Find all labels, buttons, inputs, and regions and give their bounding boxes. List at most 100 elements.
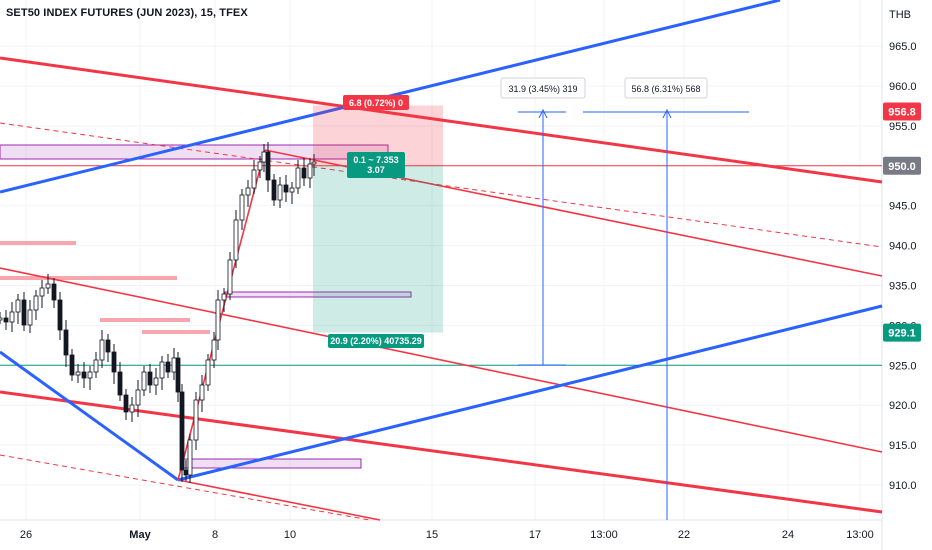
y-tick-label: 940.0 — [889, 241, 917, 253]
candle-body — [147, 371, 153, 386]
candle-body — [63, 329, 69, 356]
candle-body — [99, 339, 105, 361]
candle-body — [129, 404, 135, 413]
candle-body — [3, 317, 9, 323]
candle-body — [153, 377, 159, 386]
candle-body — [15, 299, 21, 313]
candle-body — [69, 354, 75, 376]
candle-body — [179, 391, 185, 471]
red-channel-upper — [0, 56, 883, 184]
candle-body — [277, 184, 283, 201]
candle-body — [165, 361, 171, 373]
candle-body — [0, 317, 3, 321]
candle-body — [257, 161, 263, 171]
measure-label: 56.8 (6.31%) 568 — [631, 84, 700, 94]
position-stop-label-bg — [328, 334, 424, 348]
chart-drawings — [0, 0, 883, 521]
candle-body — [81, 371, 87, 379]
candle-body — [183, 469, 189, 476]
candle-body — [215, 299, 221, 341]
x-tick-label: 24 — [782, 529, 794, 541]
x-tick-label: 13:00 — [590, 529, 618, 541]
candle-body — [33, 295, 39, 311]
candle-body — [57, 299, 63, 331]
candle-body — [233, 219, 239, 261]
candle-body — [265, 151, 271, 181]
y-axis-currency: THB — [889, 9, 911, 21]
candle-body — [159, 361, 165, 379]
measure-arrowhead-1 — [538, 108, 548, 119]
y-tick-label: 925.0 — [889, 360, 917, 372]
candle-body — [311, 161, 317, 165]
price-badge-bg — [883, 323, 921, 342]
candle-body — [239, 194, 245, 221]
candle-body — [307, 163, 313, 179]
red-channel-mid — [0, 267, 883, 453]
candle-body — [261, 151, 267, 163]
y-tick-label: 920.0 — [889, 400, 917, 412]
y-tick-label: 935.0 — [889, 281, 917, 293]
candle-body — [27, 309, 33, 326]
candle-body — [301, 167, 307, 179]
candle-body — [93, 359, 99, 373]
x-tick-label: 26 — [20, 529, 32, 541]
red-dashed-line — [0, 122, 883, 248]
candle-body — [51, 283, 57, 301]
y-tick-label: 945.0 — [889, 201, 917, 213]
x-tick-label: 13:00 — [846, 529, 874, 541]
position-target-label: 6.8 (0.72%) 0 — [349, 98, 403, 108]
measure-arrowhead-2 — [662, 108, 672, 119]
candle-body — [227, 259, 233, 295]
candle-body — [171, 357, 177, 373]
position-stop-label: 20.9 (2.20%) 40735.29 — [330, 336, 422, 346]
red-trendline-lower — [177, 479, 381, 521]
price-badge: 950.0 — [888, 161, 916, 173]
demand-zone-rect — [182, 458, 362, 469]
candle-body — [39, 287, 45, 297]
candle-body — [75, 371, 81, 376]
candle-body — [117, 371, 123, 396]
chart-grid — [0, 0, 883, 550]
x-tick-label: 22 — [678, 529, 690, 541]
price-axis[interactable]: 910.0915.0920.0925.0930.0935.0940.0945.0… — [883, 9, 921, 492]
price-badge: 956.8 — [888, 107, 916, 119]
y-tick-label: 955.0 — [889, 121, 917, 133]
candle-body — [105, 339, 111, 353]
candle-body — [199, 384, 205, 401]
position-entry-label-sub: 3.07 — [367, 165, 385, 175]
blue-trendline-lower — [177, 304, 883, 482]
y-tick-label: 960.0 — [889, 81, 917, 93]
candle-body — [283, 184, 289, 193]
candle-body — [205, 359, 211, 386]
x-tick-label: 17 — [529, 529, 541, 541]
x-tick-label: 15 — [426, 529, 438, 541]
candle-body — [45, 283, 51, 289]
time-axis[interactable]: 26 May 8 10 15 17 13:00 22 24 13:00 — [20, 529, 874, 541]
position-stop-zone — [313, 165, 443, 333]
candle-body — [123, 394, 129, 413]
blue-trendline-left — [0, 350, 179, 482]
y-tick-label: 965.0 — [889, 41, 917, 53]
position-entry-label-bg — [347, 152, 405, 178]
position-target-label-bg — [343, 95, 409, 110]
x-tick-label: 10 — [284, 529, 296, 541]
price-badge-bg — [883, 156, 921, 175]
measure-label-bg — [624, 77, 708, 99]
candle-body — [141, 371, 147, 391]
price-candles — [0, 142, 317, 483]
candle-body — [87, 371, 93, 379]
candle-body — [175, 357, 181, 393]
price-badge: 929.1 — [888, 328, 916, 340]
candle-body — [289, 187, 295, 193]
x-tick-label: May — [129, 529, 151, 541]
measure-label: 31.9 (3.45%) 319 — [508, 84, 577, 94]
candle-body — [251, 169, 257, 189]
candle-body — [221, 293, 227, 301]
candle-body — [9, 311, 15, 323]
price-badge-bg — [883, 102, 921, 121]
candle-body — [187, 439, 193, 476]
candle-body — [271, 179, 277, 201]
candle-body — [193, 399, 199, 441]
candle-body — [245, 187, 251, 196]
